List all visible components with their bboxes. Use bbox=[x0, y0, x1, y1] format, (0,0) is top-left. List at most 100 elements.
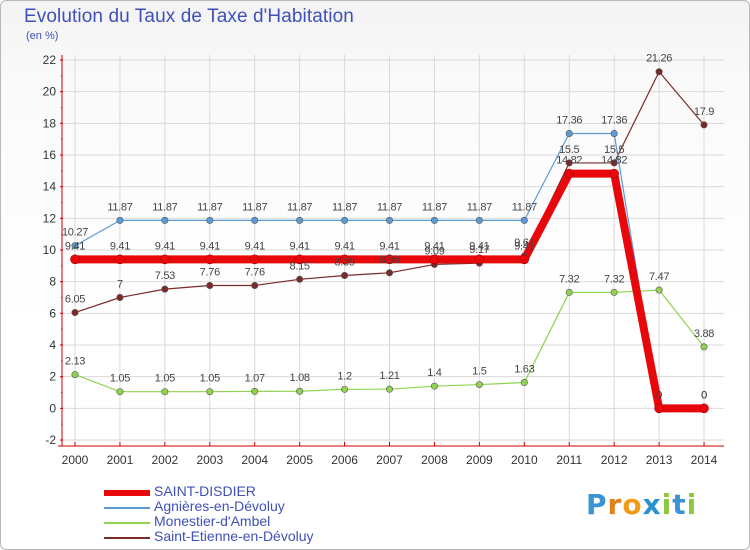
y-axis-unit-label: (en %) bbox=[26, 30, 59, 42]
series-3-point-2 bbox=[161, 285, 169, 293]
series-0-point-4 bbox=[249, 254, 260, 265]
series-0-point-10 bbox=[519, 254, 530, 265]
legend-label-1: Agnières-en-Dévoluy bbox=[154, 498, 285, 514]
series-2-label-5: 1.08 bbox=[290, 372, 310, 384]
series-0-point-0 bbox=[70, 254, 80, 265]
series-1-point-12 bbox=[610, 129, 618, 137]
series-1-point-1 bbox=[116, 216, 124, 224]
series-0-label-1: 9.41 bbox=[110, 240, 130, 252]
series-1-label-3: 11.87 bbox=[197, 201, 222, 213]
x-tick-label-12: 2012 bbox=[601, 453, 628, 467]
series-2-point-9 bbox=[475, 381, 483, 389]
series-3-point-7 bbox=[386, 269, 394, 277]
y-tick-label-9: 16 bbox=[43, 148, 57, 162]
series-0-point-14 bbox=[699, 403, 709, 414]
x-tick-label-0: 2000 bbox=[62, 453, 89, 467]
series-0-label-11: 14.82 bbox=[556, 155, 582, 167]
series-2-point-7 bbox=[386, 385, 394, 393]
series-0-point-5 bbox=[294, 254, 305, 265]
series-2-label-6: 1.2 bbox=[337, 370, 352, 382]
series-0-point-2 bbox=[160, 254, 170, 265]
series-2-point-12 bbox=[610, 288, 618, 296]
y-tick-label-1: 0 bbox=[49, 401, 56, 415]
series-1-label-5: 11.87 bbox=[287, 201, 312, 213]
x-tick-label-5: 2005 bbox=[286, 453, 313, 467]
y-tick-label-7: 12 bbox=[43, 211, 57, 225]
series-1-label-10: 11.87 bbox=[512, 201, 537, 213]
x-tick-label-4: 2004 bbox=[241, 453, 268, 467]
x-tick-label-6: 2006 bbox=[331, 453, 358, 467]
chart-title: Evolution du Taux de Taxe d'Habitation bbox=[24, 6, 354, 27]
series-1-label-0: 10.27 bbox=[62, 227, 88, 239]
series-2-point-4 bbox=[251, 387, 259, 395]
series-0-label-12: 14.82 bbox=[601, 155, 627, 167]
series-3-label-1: 7 bbox=[117, 279, 123, 291]
series-0-point-12 bbox=[609, 168, 619, 179]
series-1-point-6 bbox=[341, 216, 349, 224]
series-3-label-9: 9.17 bbox=[469, 244, 489, 256]
series-3-label-11: 15.5 bbox=[559, 144, 579, 156]
series-1-label-14: 0 bbox=[701, 389, 707, 401]
logo-letter-p: P bbox=[586, 488, 608, 521]
series-3-label-14: 17.9 bbox=[694, 106, 714, 118]
x-tick-label-1: 2001 bbox=[107, 453, 134, 467]
logo-letter-x: x bbox=[642, 488, 662, 521]
series-3-point-0 bbox=[71, 309, 79, 317]
legend-label-2: Monestier-d'Ambel bbox=[154, 513, 271, 529]
series-0-label-4: 9.41 bbox=[245, 240, 265, 252]
series-1-label-8: 11.87 bbox=[422, 201, 447, 213]
y-tick-label-11: 20 bbox=[43, 85, 57, 99]
series-1-label-7: 11.87 bbox=[377, 201, 402, 213]
series-0-label-9: 9.41 bbox=[469, 240, 489, 252]
series-1-point-8 bbox=[430, 216, 438, 224]
series-1-point-9 bbox=[475, 216, 483, 224]
x-tick-label-7: 2007 bbox=[376, 453, 403, 467]
logo-letter-r: r bbox=[607, 488, 623, 521]
legend-swatch-2 bbox=[104, 522, 150, 524]
series-3-label-5: 8.15 bbox=[290, 260, 310, 272]
series-1-point-11 bbox=[565, 129, 573, 137]
series-2-point-13 bbox=[655, 286, 663, 294]
series-2-point-8 bbox=[430, 382, 438, 390]
legend-label-3: Saint-Etienne-en-Dévoluy bbox=[154, 528, 314, 544]
series-0-label-10: 9.41 bbox=[514, 240, 534, 252]
series-3-label-6: 8.39 bbox=[334, 256, 354, 268]
series-2-label-11: 7.32 bbox=[559, 273, 579, 285]
series-1-point-10 bbox=[520, 216, 528, 224]
series-2-label-3: 1.05 bbox=[200, 373, 220, 385]
series-0-point-1 bbox=[115, 254, 125, 265]
logo-letter-i: i bbox=[661, 488, 673, 521]
series-2-label-10: 1.63 bbox=[514, 364, 534, 376]
series-1-label-9: 11.87 bbox=[467, 201, 492, 213]
logo-letter-t: t bbox=[672, 488, 687, 521]
series-2-label-2: 1.05 bbox=[155, 373, 175, 385]
series-3-label-4: 7.76 bbox=[245, 266, 265, 278]
y-tick-label-2: 2 bbox=[49, 370, 56, 384]
series-1-point-7 bbox=[386, 216, 394, 224]
series-3-label-7: 8.56 bbox=[379, 254, 399, 266]
x-tick-label-10: 2010 bbox=[511, 453, 538, 467]
series-3-point-12 bbox=[610, 159, 618, 167]
series-1-label-13: 0 bbox=[656, 389, 662, 401]
series-0-label-3: 9.41 bbox=[200, 240, 220, 252]
y-tick-label-0: -2 bbox=[45, 433, 56, 447]
x-tick-label-9: 2009 bbox=[466, 453, 493, 467]
y-tick-label-10: 18 bbox=[43, 116, 57, 130]
y-tick-label-4: 6 bbox=[49, 306, 56, 320]
series-3-point-6 bbox=[341, 271, 349, 279]
series-3-point-4 bbox=[251, 281, 259, 289]
series-0-label-13: 0 bbox=[656, 389, 662, 401]
series-1-label-6: 11.87 bbox=[332, 201, 357, 213]
legend-swatch-0 bbox=[104, 490, 150, 496]
series-1-point-2 bbox=[161, 216, 169, 224]
series-2-label-4: 1.07 bbox=[245, 372, 265, 384]
series-1-point-0 bbox=[71, 242, 79, 250]
series-3-point-5 bbox=[296, 275, 304, 283]
series-2-point-6 bbox=[341, 385, 349, 393]
series-3-label-2: 7.53 bbox=[155, 270, 175, 282]
series-2-label-12: 7.32 bbox=[604, 273, 624, 285]
y-tick-label-6: 10 bbox=[43, 243, 57, 257]
series-2-point-14 bbox=[700, 343, 708, 351]
series-3-label-12: 15.5 bbox=[604, 144, 624, 156]
